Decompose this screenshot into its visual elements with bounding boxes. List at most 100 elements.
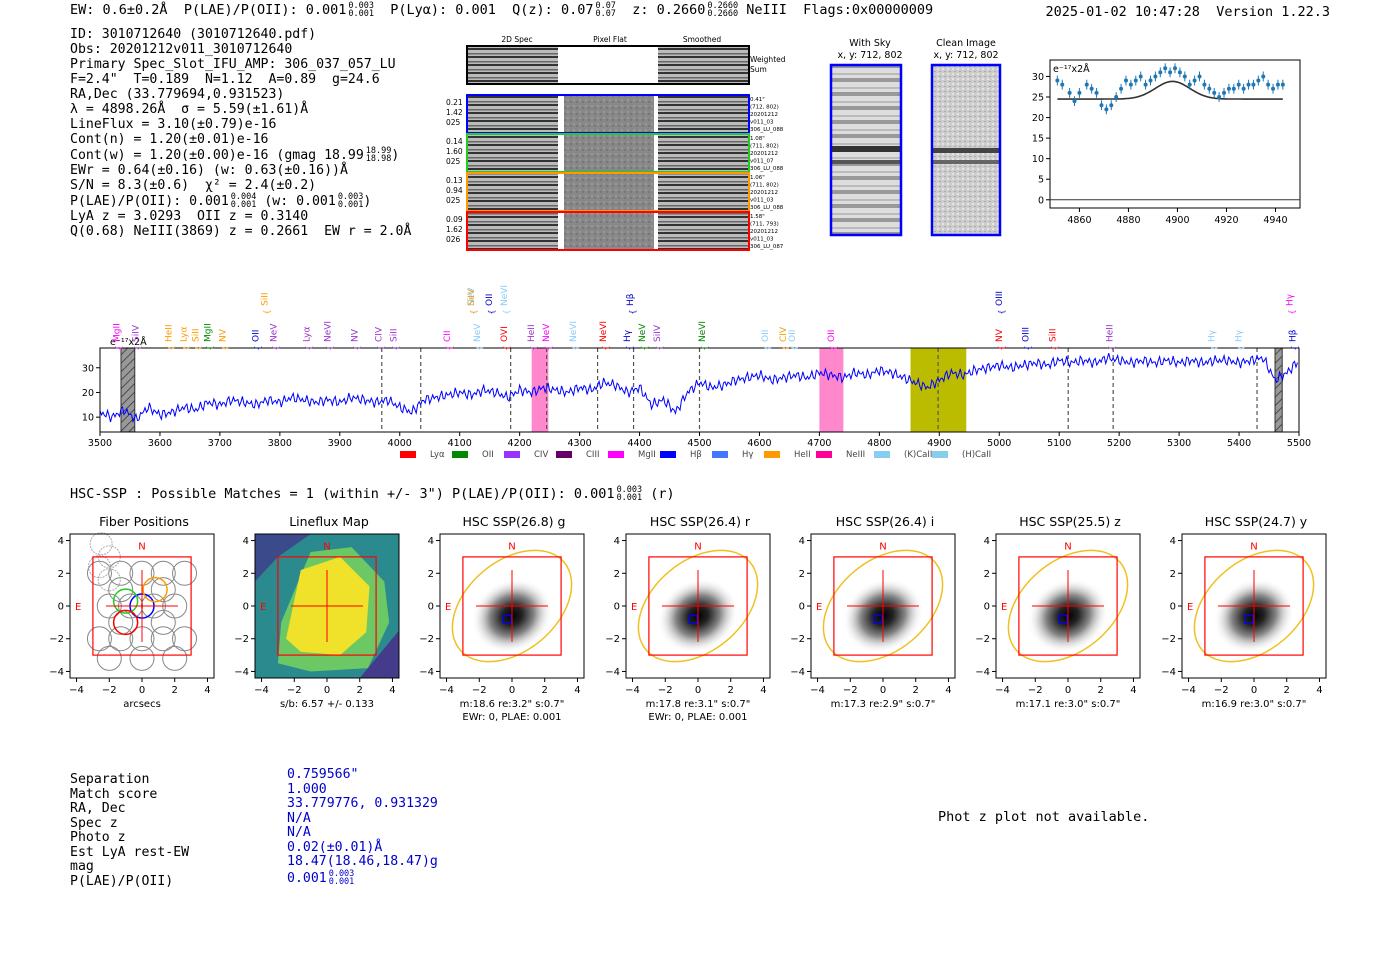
fit-point-marker [1197,74,1202,79]
weighted-sum-row: Weighted Sum [466,45,786,85]
panel-ytick-label: 0 [1170,602,1176,613]
emission-line-label: Lyα} [302,326,314,350]
summary-value: 18.47(18.46,18.47)g [287,854,438,869]
col-title-smoothed: Smoothed [683,35,722,44]
legend-swatch [816,451,832,458]
fit-point-marker [1241,86,1246,91]
fit-data-point [1104,104,1109,115]
emission-line-name: HeII [164,324,174,342]
panel-xtick-label: 4 [1130,685,1136,696]
search-box [462,556,562,656]
fiber-circle [108,626,134,652]
panel-image [255,534,399,678]
fit-point-marker [1089,86,1094,91]
search-box [833,556,933,656]
emission-line-brace: } [194,345,203,350]
emission-line-name: OII [761,330,771,342]
datetime: 2025-01-02 10:47:28 [1045,4,1200,20]
fit-point-marker [1182,74,1187,79]
fit-data-point [1207,83,1212,94]
match-summary-values: 0.759566" 1.000 33.779776, 0.931329 N/A N/A 0… [287,767,438,886]
cutout-right-label: 1.08" [750,136,765,142]
emission-line-brace: } [656,345,665,350]
panel-caption: m:16.9 re:3.0" s:0.7" [1202,699,1307,710]
hsc-panel-7: HSC SSP(24.7) y N E −4 −2 0 2 4 4 2 0 −2 −4 m:16.9 re… [1161,514,1327,710]
emission-line-name: Hγ [1208,329,1218,342]
fiber-circle [108,577,134,603]
fit-point-marker [1055,78,1060,83]
emission-line-brace: } [272,345,281,350]
summary-label: mag [70,859,94,874]
header-flags: Flags:0x00000009 [803,2,934,18]
emission-line-label: NeV} [473,323,485,351]
emission-line-label: Hγ} [623,329,635,350]
spectrum-legend-item: (H)CaII [932,450,991,460]
spectrum-xtick-label: 4300 [568,438,592,449]
panel-ytick-label: 2 [243,569,249,580]
fit-point-marker [1119,86,1124,91]
cutout-right-label: 20201212 [750,112,778,118]
spectrum-xtick-label: 4500 [687,438,711,449]
emission-line-name: CII [443,330,453,342]
spectrum-legend-item: OII [452,450,494,460]
fit-point-marker [1114,95,1119,99]
fit-data-point [1280,79,1285,90]
fit-data-point [1163,63,1168,74]
emission-line-label: SiII} [389,328,401,350]
fit-point-marker [1187,82,1192,87]
panel-ytick-label: 4 [428,536,434,547]
fit-point-marker [1173,66,1177,71]
cutout-right-label: 20201212 [750,151,778,157]
fit-data-point [1261,71,1266,82]
cutout-right-label: (711, 793) [750,222,779,228]
fit-point-marker [1104,107,1109,112]
header-plae: P(LAE)/P(OII): 0.001 [183,2,347,18]
panel-xtick-label: 4 [389,685,395,696]
emission-line-name: SiII [389,328,399,342]
fit-data-point [1246,79,1251,90]
panel-title: HSC SSP(26.4) i [836,514,934,529]
spectrum-xtick-label: 3600 [148,438,172,449]
emission-line-name: HeII [527,324,537,342]
panel-ytick-label: 2 [428,569,434,580]
emission-line-label: MgII} [112,323,124,350]
aperture-ellipse [1193,549,1315,663]
emission-line-brace: } [305,345,314,350]
east-label: E [260,602,266,613]
fit-data-point [1212,87,1217,98]
legend-label: MgII [638,450,656,460]
fit-point-marker [1128,82,1133,87]
fit-axes-frame [1049,59,1301,209]
panel-ytick-label: −4 [49,667,64,678]
info-lambda: λ = 4898.26Å σ = 5.59(±1.61)Å [70,102,309,117]
emission-line-brace: } [221,345,230,350]
panel-xtick-label: −4 [439,685,454,696]
emission-line-name: Hβ [1289,329,1299,342]
cutout-left-label: 1.62 [446,225,463,234]
info-plae: P(LAE)/P(OII): 0.001 0.004 0.001 (w: 0.001… [70,192,372,210]
fit-data-point [1148,75,1153,86]
panel-xtick-label: −4 [254,685,269,696]
cutout-right-label: 20201212 [750,190,778,196]
fit-data-point [1256,75,1261,86]
emission-line-name: NV [995,328,1005,342]
fit-ytick-label: 25 [1032,93,1044,104]
panel-xtick-label: 2 [357,685,363,696]
emission-line-brace: } [263,309,272,314]
emission-line-name: SiII [260,292,270,306]
map-low-region [255,534,311,582]
aperture-ellipse [451,549,573,663]
panel-xtick-label: 4 [1316,685,1322,696]
summary-value: 1.000 [287,781,327,797]
emission-line-name: OVI [500,326,510,342]
fit-ytick-label: 30 [1032,72,1044,83]
cutout-right-label: 20201212 [750,229,778,235]
fit-data-point [1266,79,1271,90]
info-q: Q(0.68) NeIII(3869) z = 0.2661 EW r = 2.… [70,224,412,239]
fit-point-marker [1256,78,1261,83]
emission-line-label: NV} [218,328,230,350]
emission-line-name: SiIV [131,324,141,342]
spectrum-xtick-label: 5500 [1287,438,1311,449]
fit-data-point [1128,79,1133,90]
fit-point-marker [1099,103,1104,108]
